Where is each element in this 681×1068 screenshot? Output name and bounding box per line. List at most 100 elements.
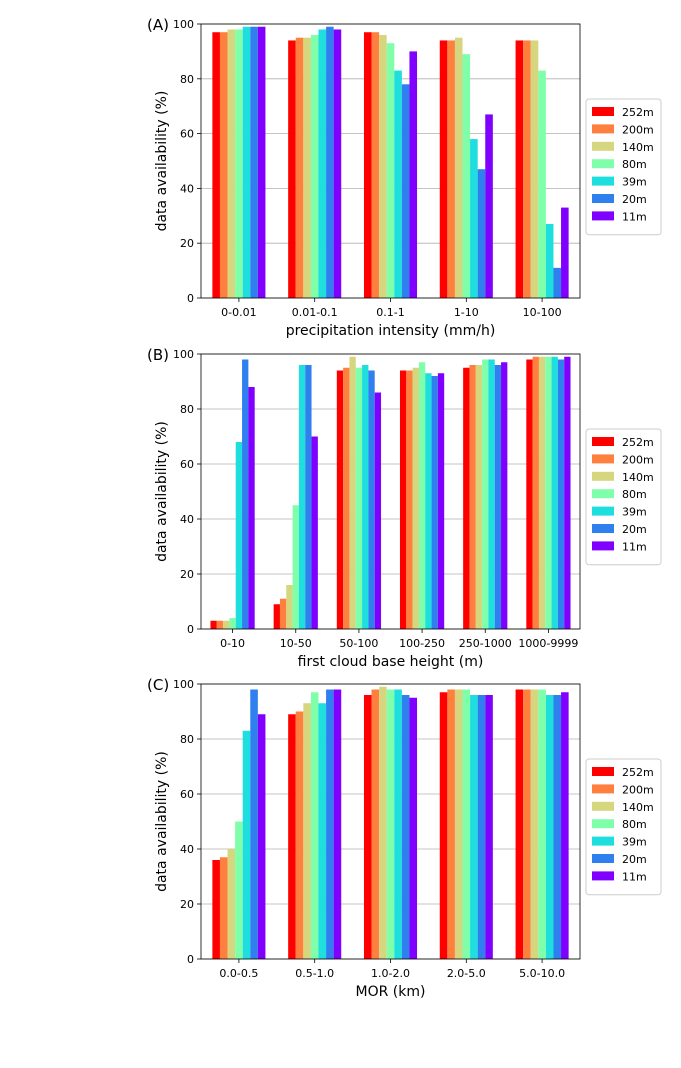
legend-swatch-80m — [592, 159, 614, 169]
legend-label-200m: 200m — [622, 453, 654, 466]
legend-swatch-11m — [592, 211, 614, 221]
bar-252m-0.01-0.1 — [288, 40, 296, 298]
y-tick-label: 40 — [180, 513, 194, 526]
bar-20m-100-250 — [431, 376, 438, 629]
legend-swatch-140m — [592, 801, 614, 811]
bar-80m-0-0.01 — [235, 29, 243, 298]
y-tick-label: 40 — [180, 182, 194, 195]
bar-252m-100-250 — [399, 370, 407, 629]
x-axis-label: MOR (km) — [356, 984, 426, 1000]
bar-252m-0.0-0.5 — [212, 860, 220, 959]
bar-80m-50-100 — [355, 367, 363, 629]
y-tick-label: 60 — [180, 458, 194, 471]
bar-20m-0-10 — [242, 359, 249, 629]
bar-140m-0.0-0.5 — [227, 849, 236, 959]
bar-39m-1-10 — [470, 139, 478, 298]
bar-39m-50-100 — [362, 365, 369, 629]
bar-39m-5.0-10.0 — [545, 695, 554, 959]
bar-80m-1.0-2.0 — [386, 689, 395, 959]
bar-252m-0.5-1.0 — [288, 714, 296, 959]
bar-140m-10-50 — [286, 585, 293, 629]
bar-140m-250-1000 — [475, 365, 483, 629]
bar-252m-1000-9999 — [526, 359, 533, 629]
legend-label-80m: 80m — [622, 818, 647, 831]
bar-252m-5.0-10.0 — [515, 689, 524, 959]
bar-200m-0.1-1 — [371, 32, 380, 298]
bar-11m-0.01-0.1 — [333, 29, 342, 298]
legend-label-252m: 252m — [622, 766, 654, 779]
legend-swatch-39m — [592, 506, 614, 516]
legend-swatch-11m — [592, 541, 614, 551]
chart-panel-2: 0 20 40 60 80 100 0-10 10-50 50-100 100-250 250-10… — [147, 346, 662, 670]
legend-swatch-39m — [592, 836, 614, 846]
bar-200m-10-50 — [279, 598, 287, 629]
legend: 252m 200m 140m 80m 39m 20m 11m — [585, 98, 662, 236]
bar-200m-100-250 — [406, 370, 413, 629]
y-tick-label: 0 — [187, 623, 194, 636]
bar-140m-100-250 — [412, 367, 419, 629]
bar-200m-0-10 — [216, 620, 224, 629]
bar-11m-1-10 — [485, 114, 493, 298]
bar-20m-1-10 — [477, 169, 486, 298]
y-tick-label: 20 — [180, 898, 194, 911]
y-tick-label: 60 — [180, 128, 194, 141]
bar-252m-50-100 — [336, 370, 344, 629]
legend: 252m 200m 140m 80m 39m 20m 11m — [585, 428, 662, 566]
bar-20m-10-100 — [553, 267, 562, 298]
bar-140m-0-10 — [223, 620, 230, 629]
legend-swatch-200m — [592, 124, 614, 134]
bar-39m-10-100 — [545, 224, 554, 298]
bar-140m-5.0-10.0 — [530, 689, 539, 959]
bar-11m-5.0-10.0 — [561, 692, 569, 959]
legend-swatch-80m — [592, 819, 614, 829]
bar-200m-1.0-2.0 — [371, 689, 380, 959]
y-tick-label: 80 — [180, 733, 194, 746]
legend-label-39m: 39m — [622, 176, 647, 189]
y-axis-label: data availability (%) — [154, 421, 170, 562]
bar-80m-10-50 — [292, 505, 299, 629]
bar-200m-0.0-0.5 — [219, 857, 228, 959]
x-tick-label: 1.0-2.0 — [371, 967, 410, 980]
bar-11m-0.1-1 — [409, 51, 418, 299]
x-tick-label: 0.0-0.5 — [219, 967, 258, 980]
bar-39m-0.01-0.1 — [318, 29, 327, 298]
bar-200m-10-100 — [523, 40, 531, 298]
bar-80m-0.1-1 — [386, 43, 395, 299]
y-axis-label: data availability (%) — [154, 91, 170, 232]
legend-label-20m: 20m — [622, 193, 647, 206]
bar-200m-250-1000 — [469, 365, 476, 629]
x-axis-label: precipitation intensity (mm/h) — [286, 323, 496, 339]
bar-252m-0-10 — [210, 620, 217, 629]
y-tick-label: 0 — [187, 292, 194, 305]
bar-140m-1.0-2.0 — [379, 686, 387, 959]
bar-11m-100-250 — [437, 373, 445, 629]
bar-11m-1000-9999 — [564, 356, 571, 629]
bar-11m-0.0-0.5 — [257, 714, 266, 959]
panel-label: (A) — [147, 16, 169, 34]
bar-39m-1000-9999 — [551, 356, 558, 629]
bar-252m-250-1000 — [463, 367, 470, 629]
bar-80m-10-100 — [538, 70, 546, 298]
x-tick-label: 0.5-1.0 — [295, 967, 334, 980]
y-tick-label: 20 — [180, 237, 194, 250]
bar-20m-0.0-0.5 — [250, 689, 258, 959]
bar-11m-0.5-1.0 — [333, 689, 342, 959]
legend-label-200m: 200m — [622, 123, 654, 136]
bar-252m-1-10 — [439, 40, 448, 298]
panel-label: (C) — [147, 676, 169, 694]
bar-20m-5.0-10.0 — [553, 695, 562, 959]
bar-252m-10-50 — [273, 604, 280, 629]
legend-label-200m: 200m — [622, 783, 654, 796]
bar-252m-0.1-1 — [363, 32, 372, 298]
bar-39m-10-50 — [298, 365, 306, 629]
bar-140m-10-100 — [530, 40, 539, 298]
chart-panel-1: 0 20 40 60 80 100 0-0.01 0.01-0.1 0.1-1 1-10 10-10… — [147, 16, 662, 339]
bar-200m-1-10 — [447, 40, 455, 298]
bar-200m-1000-9999 — [532, 356, 539, 629]
axes-frame — [200, 23, 581, 299]
x-tick-label: 0-10 — [220, 637, 245, 650]
x-tick-label: 0.1-1 — [376, 306, 404, 319]
bar-39m-0.5-1.0 — [318, 703, 327, 959]
y-tick-label: 100 — [173, 348, 194, 361]
bar-80m-1000-9999 — [545, 356, 552, 629]
